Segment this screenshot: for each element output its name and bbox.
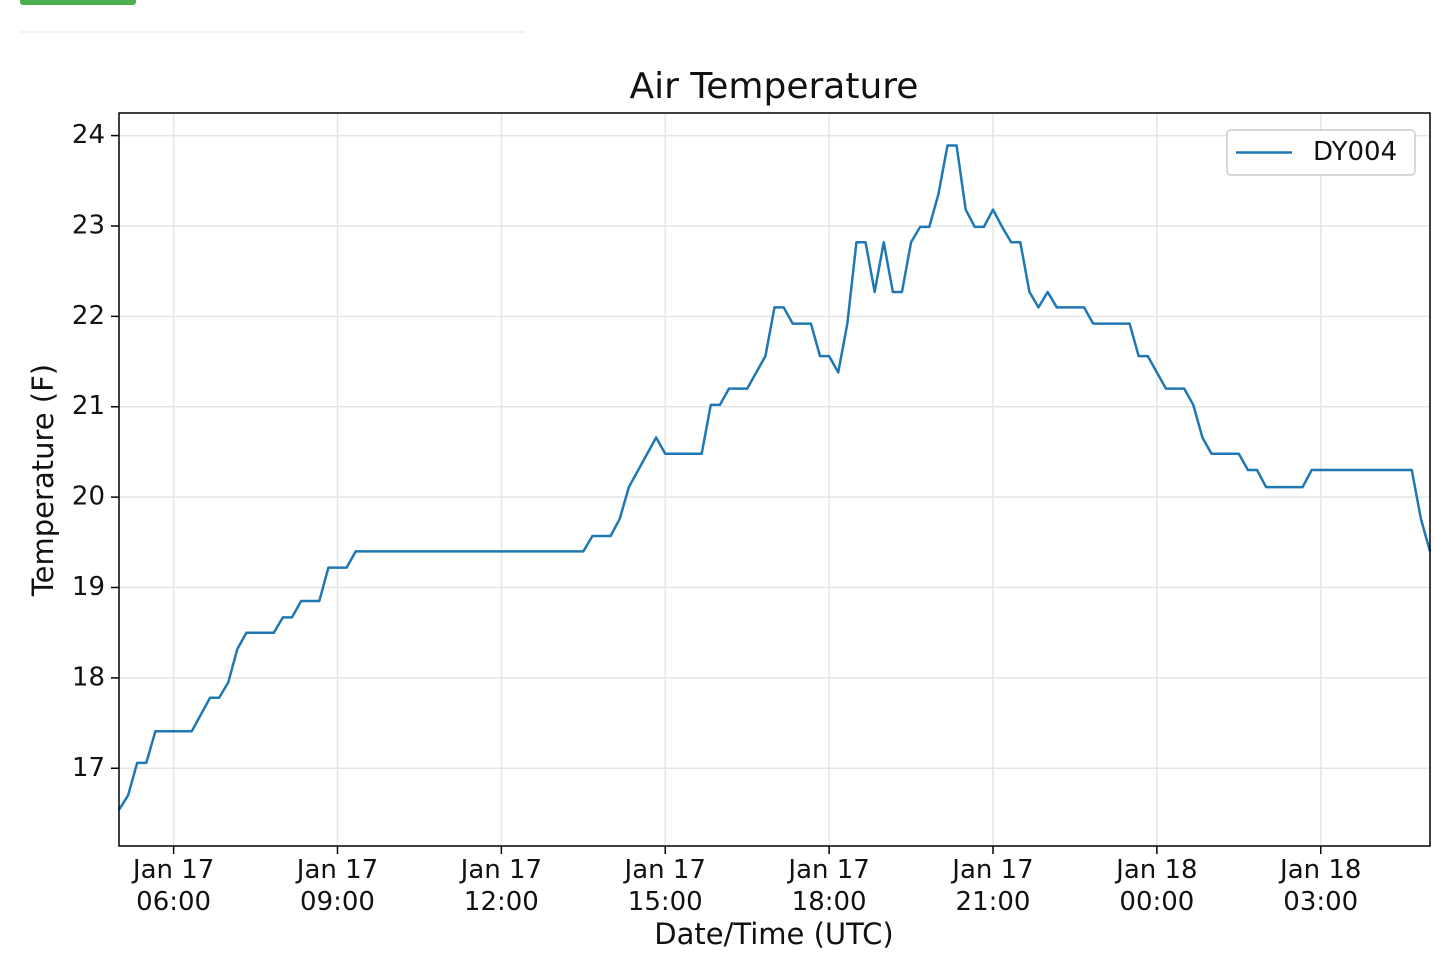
x-tick-date: Jan 17 (623, 855, 706, 885)
series-line (117, 144, 1432, 811)
legend-box (1226, 129, 1416, 176)
legend-label: DY004 (1313, 137, 1397, 167)
x-axis-label: Date/Time (UTC) (654, 917, 893, 951)
y-tick-label: 19 (72, 572, 105, 602)
plot-frame (118, 112, 1431, 847)
y-tick-label: 18 (72, 662, 105, 692)
x-tick-time: 06:00 (136, 887, 211, 917)
x-tick-label: Jan 17 09:00 (295, 855, 378, 917)
x-tick-date: Jan 17 (459, 855, 542, 885)
chart-title: Air Temperature (630, 66, 919, 107)
x-tick-time: 09:00 (300, 887, 375, 917)
x-tick-label: Jan 17 06:00 (131, 855, 214, 917)
x-tick-label: Jan 17 12:00 (459, 855, 542, 917)
x-tick-label: Jan 17 18:00 (786, 855, 869, 917)
x-tick-time: 03:00 (1283, 887, 1358, 917)
button-fragment[interactable] (20, 0, 136, 5)
x-tick-label: Jan 18 00:00 (1114, 855, 1197, 917)
y-tick-label: 21 (72, 391, 105, 421)
y-axis-label: Temperature (F) (26, 364, 60, 597)
y-tick-label: 20 (72, 482, 105, 512)
x-tick-time: 21:00 (956, 887, 1031, 917)
x-tick-time: 18:00 (792, 887, 867, 917)
x-tick-label: Jan 17 15:00 (623, 855, 706, 917)
x-tick-date: Jan 17 (295, 855, 378, 885)
y-tick-label: 17 (72, 753, 105, 783)
x-tick-date: Jan 18 (1114, 855, 1197, 885)
y-tick-label: 24 (72, 120, 105, 150)
y-tick-label: 23 (72, 210, 105, 240)
x-tick-date: Jan 17 (786, 855, 869, 885)
x-tick-time: 15:00 (628, 887, 703, 917)
x-tick-date: Jan 17 (950, 855, 1033, 885)
x-tick-time: 12:00 (464, 887, 539, 917)
x-tick-label: Jan 18 03:00 (1278, 855, 1361, 917)
y-tick-label: 22 (72, 301, 105, 331)
x-tick-date: Jan 18 (1278, 855, 1361, 885)
grid (119, 113, 1430, 846)
x-tick-date: Jan 17 (131, 855, 214, 885)
x-tick-time: 00:00 (1119, 887, 1194, 917)
x-tick-label: Jan 17 21:00 (950, 855, 1033, 917)
